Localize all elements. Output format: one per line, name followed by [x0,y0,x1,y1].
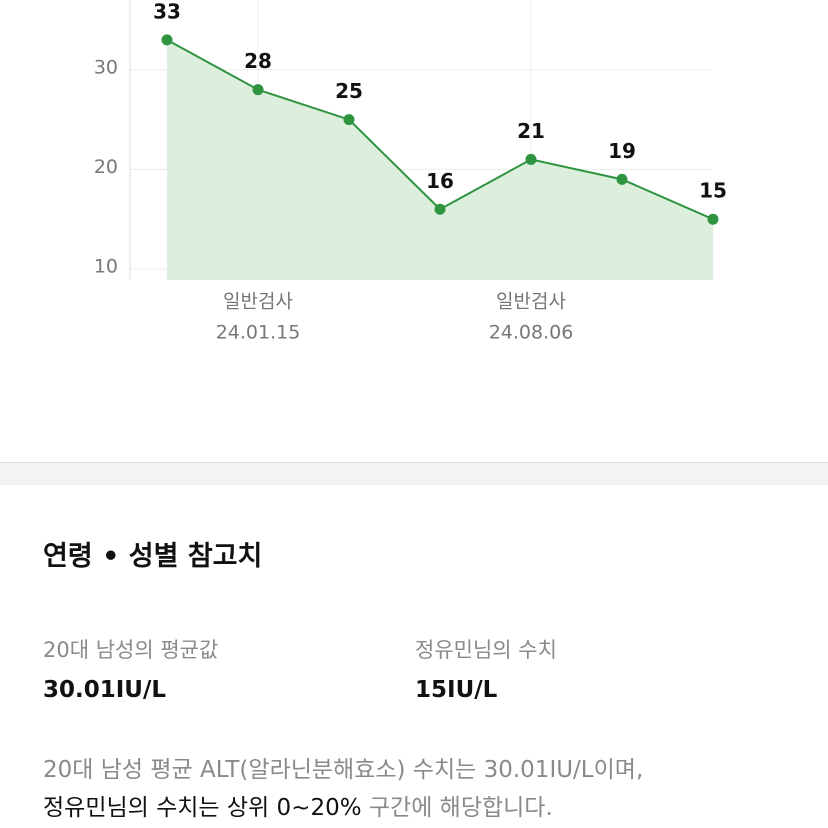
point [434,203,446,215]
point [343,114,355,126]
value-label: 25 [335,79,363,103]
x-tick-label: 일반검사 [496,291,566,313]
point [161,34,173,46]
point [707,213,719,225]
value-label: 15 [699,179,727,203]
point [252,84,264,96]
area [167,39,713,280]
x-tick-label: 일반검사 [223,291,293,313]
description-rest: 구간에 해당합니다. [361,795,553,821]
value-label: 21 [517,119,545,143]
description: 20대 남성 평균 ALT(알라닌분해효소) 수치는 30.01IU/L이며, [43,757,644,783]
highlight: 정유민님의 수치는 상위 0~20% [43,795,362,821]
y-tick-label: 30 [94,56,118,78]
average-value: 30.01IU/L [43,677,167,703]
user-label: 정유민님의 수치 [415,638,557,662]
point [525,153,537,165]
value-label: 19 [608,139,636,163]
average-label: 20대 남성의 평균값 [43,638,219,662]
section-title: 연령 • 성별 참고치 [43,541,263,572]
x-tick-date: 24.01.15 [216,322,301,344]
user-value: 15IU/L [415,677,498,703]
y-tick-label: 20 [94,156,118,178]
point [616,173,628,185]
description: 정유민님의 수치는 상위 0~20% 구간에 해당합니다. [43,788,553,822]
y-tick-label: 10 [94,256,118,278]
chart: 10 20 30 일반검사 24.01.15 일반검사 24.08.06 33 28 25 16 21… [94,0,727,344]
value-label: 28 [244,49,272,73]
value-label: 16 [426,169,454,193]
value-label: 33 [153,0,181,23]
x-tick-date: 24.08.06 [489,322,574,344]
section-divider [0,462,828,485]
